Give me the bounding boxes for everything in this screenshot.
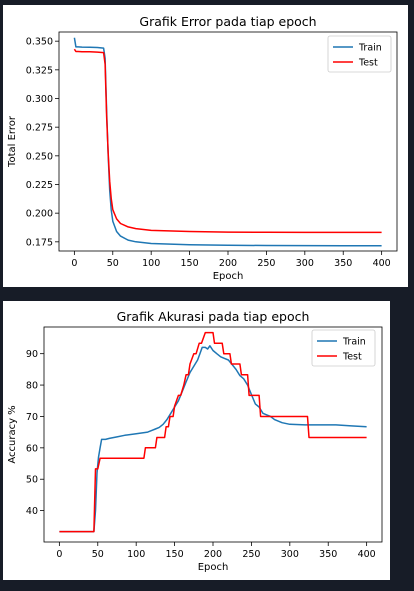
error-y-axis-label: Total Error xyxy=(7,115,18,168)
error-legend-label-train: Train xyxy=(358,43,382,54)
error-x-tick-label: 200 xyxy=(219,258,237,269)
error-chart-title: Grafik Error pada tiap epoch xyxy=(139,14,316,29)
error-x-tick-label: 300 xyxy=(296,258,314,269)
error-y-tick-label: 0.175 xyxy=(26,237,53,248)
error-y-tick-label: 0.300 xyxy=(26,94,53,105)
error-chart: Grafik Error pada tiap epoch 0 50 100 150 200… xyxy=(7,14,398,282)
error-legend-label-test: Test xyxy=(358,58,378,69)
error-y-tick-label: 0.225 xyxy=(26,180,53,191)
error-x-axis-label: Epoch xyxy=(213,271,244,282)
accuracy-x-tick-label: 150 xyxy=(166,549,184,560)
accuracy-y-tick-label: 50 xyxy=(26,475,38,486)
accuracy-y-tick-label: 60 xyxy=(26,443,38,454)
accuracy-y-axis-label: Accuracy % xyxy=(7,405,18,463)
error-y-tick-label: 0.250 xyxy=(26,151,53,162)
error-series-train-line xyxy=(73,37,382,247)
accuracy-chart: Grafik Akurasi pada tiap epoch 0 50 100 150 2… xyxy=(7,309,383,573)
error-x-tick-label: 150 xyxy=(181,258,199,269)
error-x-tick-label: 0 xyxy=(71,258,77,269)
accuracy-y-tick-label: 70 xyxy=(26,412,38,423)
accuracy-x-tick-label: 50 xyxy=(92,549,104,560)
error-x-tick-label: 50 xyxy=(107,258,119,269)
accuracy-chart-title: Grafik Akurasi pada tiap epoch xyxy=(117,309,310,324)
error-x-tick-label: 350 xyxy=(334,258,352,269)
accuracy-legend-label-test: Test xyxy=(342,352,362,363)
error-x-tick-label: 100 xyxy=(142,258,160,269)
accuracy-x-tick-label: 400 xyxy=(358,549,376,560)
error-legend-box xyxy=(327,35,392,73)
accuracy-y-tick-label: 90 xyxy=(26,349,38,360)
accuracy-x-tick-label: 250 xyxy=(242,549,260,560)
accuracy-chart-panel: Grafik Akurasi pada tiap epoch 0 50 100 150 2… xyxy=(3,301,390,580)
error-x-tick-label: 250 xyxy=(257,258,275,269)
accuracy-legend-box xyxy=(311,329,376,367)
accuracy-x-tick-label: 0 xyxy=(56,549,62,560)
error-y-tick-label: 0.350 xyxy=(26,37,53,48)
error-chart-panel: Grafik Error pada tiap epoch 0 50 100 150 200… xyxy=(3,5,408,287)
error-x-tick-label: 400 xyxy=(373,258,391,269)
accuracy-series-test-line xyxy=(59,331,367,533)
error-y-tick-label: 0.200 xyxy=(26,209,53,220)
accuracy-legend-label-train: Train xyxy=(342,337,366,348)
accuracy-x-tick-label: 100 xyxy=(127,549,145,560)
accuracy-series-train-line xyxy=(59,345,367,533)
accuracy-x-tick-label: 200 xyxy=(204,549,222,560)
accuracy-x-tick-label: 350 xyxy=(319,549,337,560)
accuracy-y-tick-label: 80 xyxy=(26,381,38,392)
error-y-tick-label: 0.275 xyxy=(26,123,53,134)
accuracy-y-tick-label: 40 xyxy=(26,506,38,517)
error-series-test-line xyxy=(73,48,382,234)
error-y-tick-label: 0.325 xyxy=(26,65,53,76)
accuracy-x-tick-label: 300 xyxy=(281,549,299,560)
accuracy-x-axis-label: Epoch xyxy=(198,562,229,573)
